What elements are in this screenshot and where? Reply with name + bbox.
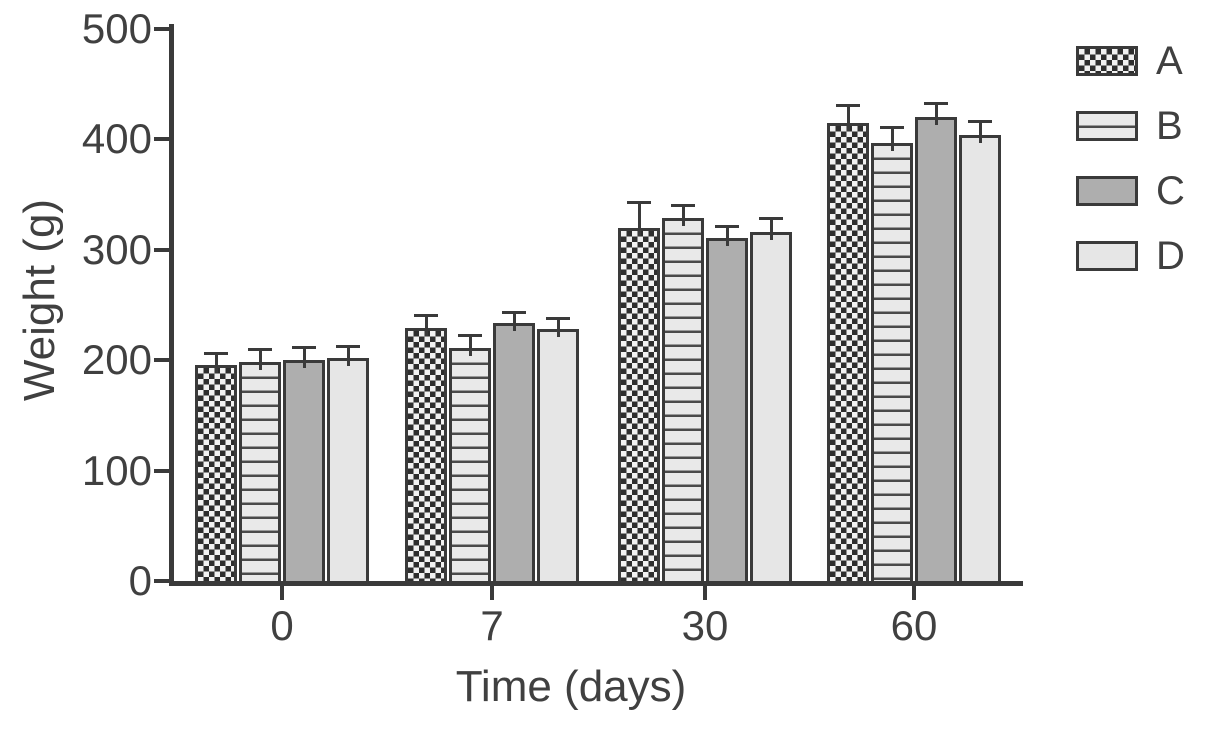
y-axis-title: Weight (g) bbox=[15, 198, 64, 402]
error-bar-cap bbox=[204, 351, 228, 355]
error-bar-cap bbox=[880, 126, 904, 130]
x-axis-line bbox=[169, 581, 1023, 586]
legend-swatch-D bbox=[1076, 241, 1138, 271]
y-tick-label: 300 bbox=[81, 225, 152, 273]
x-tick-label: 60 bbox=[890, 602, 938, 649]
error-bar-stem bbox=[769, 218, 773, 241]
bar-C-60 bbox=[915, 117, 957, 584]
bar-C-7 bbox=[493, 322, 535, 584]
y-tick bbox=[154, 247, 169, 252]
error-bar-cap bbox=[627, 201, 651, 205]
error-bar-stem bbox=[890, 128, 894, 151]
error-bar-stem bbox=[846, 106, 850, 131]
error-bar-stem bbox=[556, 319, 560, 338]
x-tick bbox=[490, 586, 494, 600]
error-bar-stem bbox=[934, 104, 938, 126]
error-bar-stem bbox=[468, 335, 472, 357]
x-tick bbox=[280, 586, 284, 600]
error-bar-stem bbox=[637, 203, 641, 236]
legend-swatch-B bbox=[1076, 111, 1138, 141]
error-bar-stem bbox=[258, 350, 262, 371]
error-bar-cap bbox=[414, 314, 438, 318]
y-tick-label: 0 bbox=[128, 557, 152, 604]
error-bar-stem bbox=[725, 226, 729, 246]
legend-label-C: C bbox=[1156, 169, 1185, 213]
error-bar-cap bbox=[336, 344, 360, 348]
y-tick-label: 400 bbox=[81, 115, 152, 163]
error-bar-cap bbox=[546, 317, 570, 321]
legend-item-A: A bbox=[1076, 39, 1185, 83]
y-tick-label: 500 bbox=[81, 5, 152, 52]
bar-B-0 bbox=[239, 362, 281, 584]
x-tick-label: 30 bbox=[681, 602, 729, 649]
error-bar-stem bbox=[302, 348, 306, 369]
y-tick-label: 200 bbox=[81, 336, 152, 384]
bar-B-30 bbox=[662, 217, 704, 584]
error-bar-stem bbox=[214, 353, 218, 373]
error-bar-stem bbox=[978, 121, 982, 143]
x-tick-label: 7 bbox=[480, 602, 504, 649]
bar-D-0 bbox=[327, 357, 369, 584]
bar-A-60 bbox=[827, 122, 869, 584]
error-bar-stem bbox=[346, 346, 350, 366]
y-tick bbox=[154, 27, 169, 31]
x-tick-label: 0 bbox=[270, 602, 294, 649]
x-tick bbox=[703, 586, 707, 600]
bar-B-60 bbox=[871, 142, 913, 584]
y-tick bbox=[154, 468, 169, 473]
y-tick bbox=[154, 579, 169, 583]
legend-swatch-A bbox=[1076, 46, 1138, 76]
error-bar-cap bbox=[715, 224, 739, 228]
bar-C-30 bbox=[706, 237, 748, 584]
error-bar-cap bbox=[671, 203, 695, 207]
error-bar-cap bbox=[968, 119, 992, 123]
legend-item-C: C bbox=[1076, 169, 1185, 213]
error-bar-cap bbox=[759, 216, 783, 220]
legend-swatch-C bbox=[1076, 176, 1138, 206]
error-bar-cap bbox=[502, 310, 526, 314]
error-bar-cap bbox=[836, 104, 860, 108]
bar-A-7 bbox=[405, 328, 447, 584]
bar-D-7 bbox=[537, 329, 579, 584]
legend-label-A: A bbox=[1156, 39, 1183, 83]
error-bar-stem bbox=[424, 316, 428, 337]
y-tick bbox=[154, 358, 169, 363]
y-tick-label: 100 bbox=[81, 446, 152, 494]
error-bar-cap bbox=[924, 102, 948, 106]
error-bar-cap bbox=[248, 348, 272, 352]
bar-D-60 bbox=[959, 134, 1001, 584]
error-bar-stem bbox=[512, 312, 516, 331]
bar-D-30 bbox=[750, 232, 792, 584]
y-axis-line bbox=[169, 24, 174, 586]
bar-B-7 bbox=[449, 348, 491, 584]
error-bar-cap bbox=[458, 333, 482, 337]
error-bar-stem bbox=[681, 205, 685, 226]
legend-label-B: B bbox=[1156, 104, 1183, 148]
bar-A-30 bbox=[618, 227, 660, 584]
error-bar-cap bbox=[292, 346, 316, 350]
y-tick bbox=[154, 137, 169, 142]
bar-A-0 bbox=[195, 364, 237, 584]
x-tick bbox=[912, 586, 916, 600]
legend-item-D: D bbox=[1076, 234, 1185, 278]
x-axis-title: Time (days) bbox=[455, 662, 687, 711]
legend-item-B: B bbox=[1076, 104, 1185, 148]
legend-label-D: D bbox=[1156, 234, 1185, 278]
bar-C-0 bbox=[283, 360, 325, 584]
